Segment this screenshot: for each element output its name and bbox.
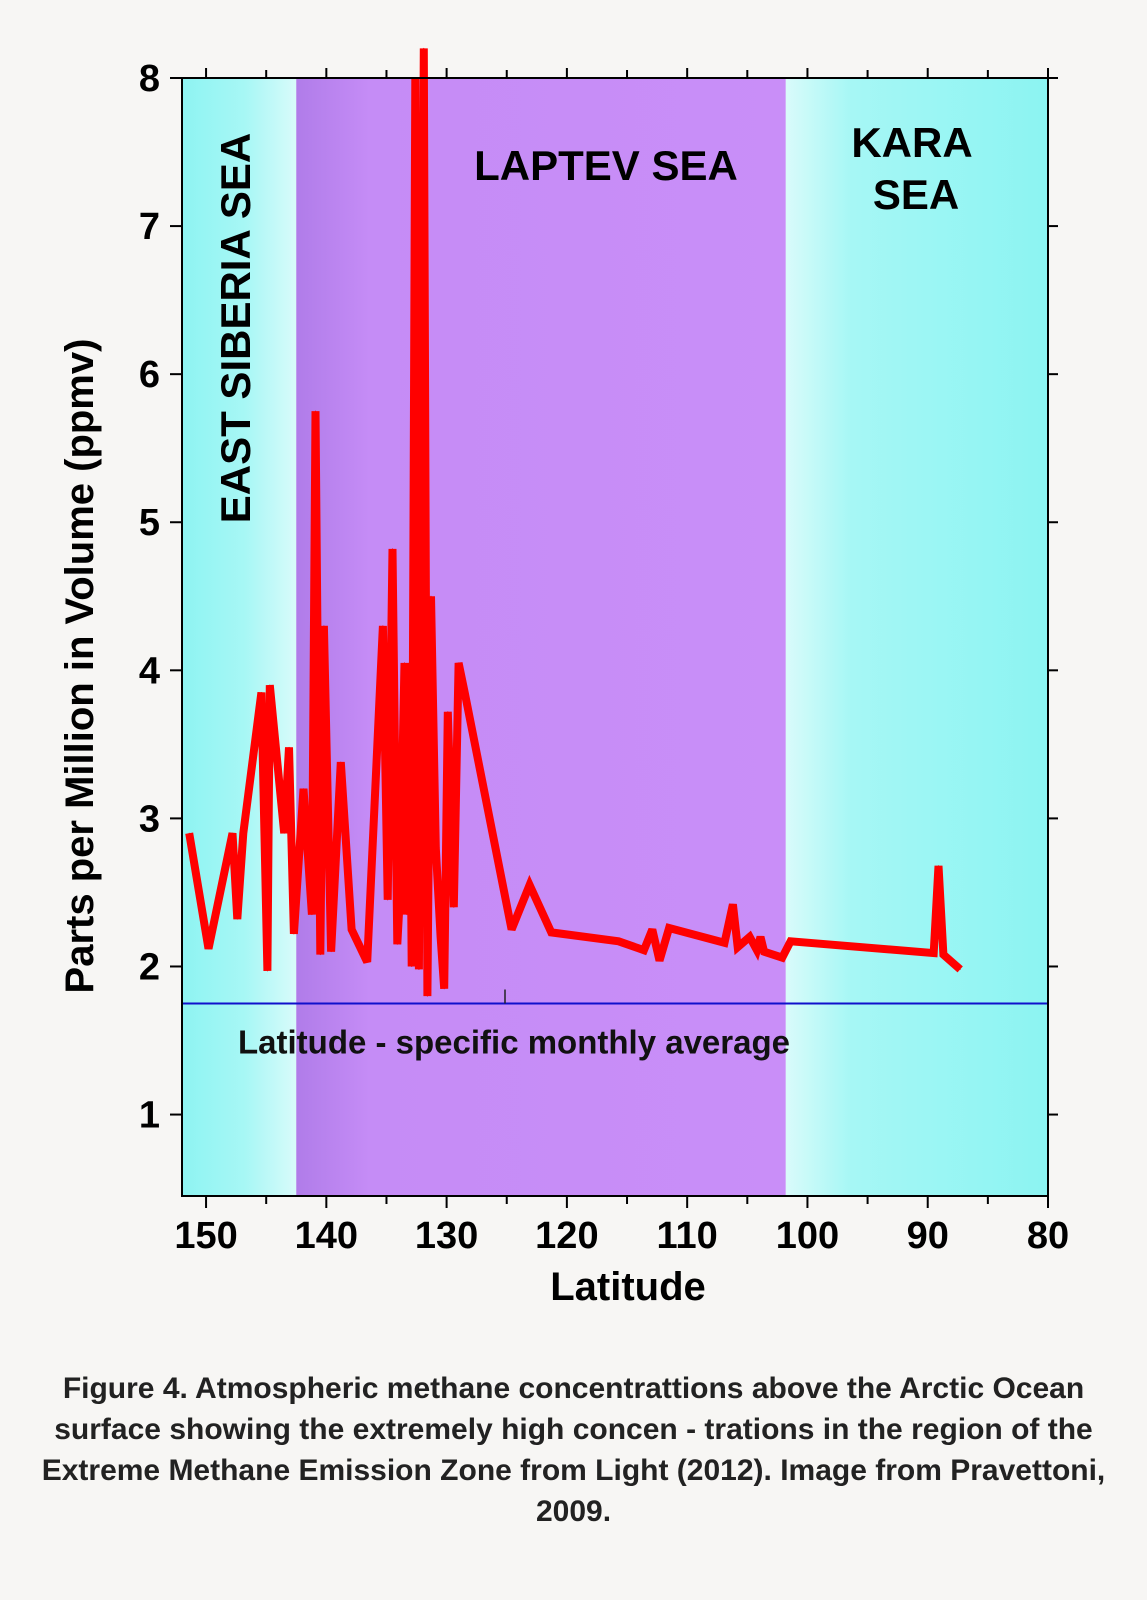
data-point [408, 662, 410, 664]
methane-series-line [185, 48, 963, 997]
data-point [430, 595, 432, 597]
data-point [550, 931, 552, 933]
data-point [236, 918, 238, 920]
data-point [366, 961, 368, 963]
plot-frame [181, 77, 1049, 1197]
data-point [399, 899, 401, 901]
data-point [418, 968, 420, 970]
data-point [643, 949, 645, 951]
figure-caption: Figure 4. Atmospheric methane concentrat… [41, 1372, 1106, 1528]
region-band [296, 78, 786, 1196]
data-point [411, 965, 413, 967]
data-point [756, 949, 758, 951]
data-point [732, 903, 734, 905]
data-point [232, 832, 234, 834]
data-point [760, 936, 762, 938]
x-axis-title: Latitude [550, 1265, 706, 1309]
data-point [319, 954, 321, 956]
data-point [529, 884, 531, 886]
data-point [391, 548, 393, 550]
region-band [785, 78, 1048, 1196]
x-tick-label: 130 [415, 1215, 478, 1257]
data-point [435, 847, 437, 849]
data-point [293, 933, 295, 935]
x-tick-label: 90 [907, 1215, 949, 1257]
data-point [440, 936, 442, 938]
y-tick-label: 2 [139, 946, 160, 988]
data-point [659, 960, 661, 962]
data-point [458, 662, 460, 664]
data-point [188, 832, 190, 834]
data-point [396, 943, 398, 945]
data-point [311, 914, 313, 916]
data-point [942, 954, 944, 956]
data-point [315, 410, 317, 412]
y-tick-label: 8 [139, 58, 160, 100]
data-point [511, 928, 513, 930]
x-tick-label: 150 [174, 1215, 237, 1257]
data-point [242, 832, 244, 834]
data-point [340, 761, 342, 763]
y-tick-label: 5 [139, 502, 160, 544]
data-point [423, 47, 425, 49]
x-tick-label: 120 [535, 1215, 598, 1257]
data-point [382, 625, 384, 627]
data-point [302, 788, 304, 790]
data-point [406, 914, 408, 916]
x-tick-label: 110 [657, 1215, 718, 1257]
data-point [269, 684, 271, 686]
data-point [387, 899, 389, 901]
data-point [447, 711, 449, 713]
region-band [182, 78, 297, 1196]
data-point [404, 662, 406, 664]
y-tick-label: 6 [139, 354, 160, 396]
data-point [453, 906, 455, 908]
x-tick-label: 100 [776, 1215, 839, 1257]
reference-line-label: Latitude - specific monthly average [238, 1023, 790, 1060]
region-label-laptev-sea: LAPTEV SEA [474, 142, 738, 189]
data-point [933, 952, 935, 954]
methane-chart: Latitude - specific monthly average 150 1… [58, 47, 1069, 1309]
data-point [938, 865, 940, 867]
x-tick-label: 80 [1027, 1215, 1069, 1257]
data-point [651, 928, 653, 930]
data-point [288, 746, 290, 748]
data-point [763, 951, 765, 953]
y-tick-label: 4 [139, 650, 160, 692]
data-point [283, 832, 285, 834]
y-tick-label: 3 [139, 798, 160, 840]
data-point [618, 940, 620, 942]
region-label-kara-sea: KARA SEA [851, 119, 972, 218]
data-point [207, 948, 209, 950]
data-point [464, 692, 466, 694]
data-point [781, 957, 783, 959]
y-tick-label: 7 [139, 206, 160, 248]
y-tick-label: 1 [139, 1095, 160, 1137]
data-point [737, 946, 739, 948]
data-point [330, 951, 332, 953]
y-axis-title: Parts per Million in Volume (ppmv) [58, 339, 102, 994]
region-label-east-siberia-sea: EAST SIBERIA SEA [212, 133, 259, 524]
data-point [351, 928, 353, 930]
data-point [723, 942, 725, 944]
data-point [668, 927, 670, 929]
data-point [323, 625, 325, 627]
data-point [443, 988, 445, 990]
x-tick-label: 140 [295, 1215, 358, 1257]
data-point [959, 968, 961, 970]
data-point [749, 936, 751, 938]
data-point [790, 940, 792, 942]
data-point [260, 692, 262, 694]
data-point [266, 970, 268, 972]
data-point [426, 995, 428, 997]
